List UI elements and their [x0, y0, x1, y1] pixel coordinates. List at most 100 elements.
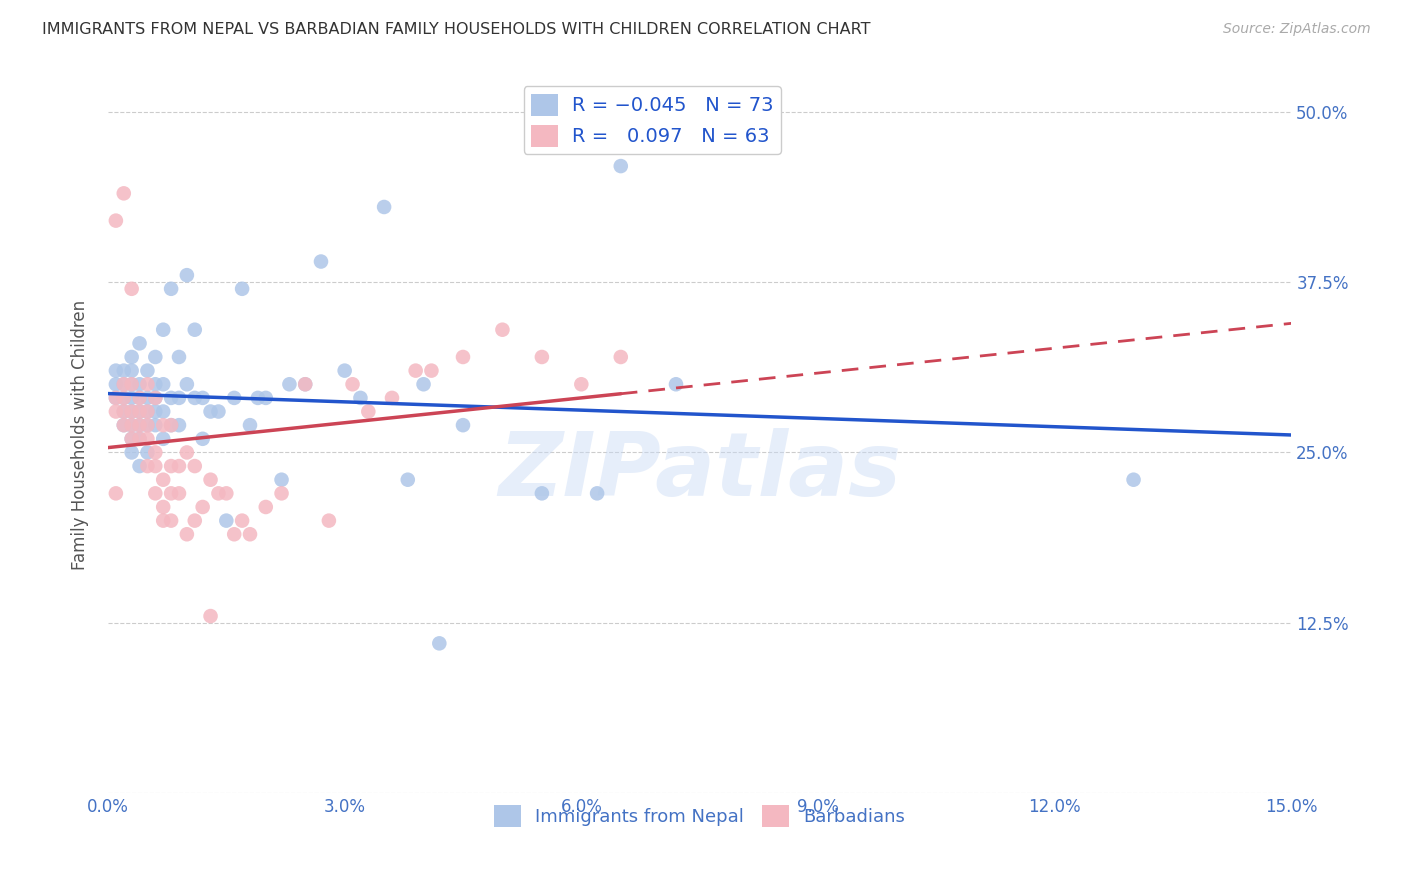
Point: [143, 445, 166, 459]
Point: [184, 514, 207, 528]
Point: [128, 391, 150, 405]
Point: [167, 418, 190, 433]
Point: [143, 418, 166, 433]
Point: [160, 418, 183, 433]
Point: [278, 377, 301, 392]
Point: [136, 418, 159, 433]
Point: [412, 377, 434, 392]
Point: [112, 404, 135, 418]
Point: [112, 377, 135, 392]
Point: [121, 350, 143, 364]
Point: [231, 514, 253, 528]
Point: [128, 459, 150, 474]
Point: [200, 473, 222, 487]
Point: [333, 363, 356, 377]
Point: [152, 404, 174, 418]
Point: [152, 418, 174, 433]
Point: [104, 391, 127, 405]
Point: [239, 527, 262, 541]
Point: [160, 459, 183, 474]
Point: [373, 200, 395, 214]
Point: [160, 391, 183, 405]
Point: [207, 404, 229, 418]
Text: Source: ZipAtlas.com: Source: ZipAtlas.com: [1223, 22, 1371, 37]
Point: [121, 282, 143, 296]
Point: [530, 350, 553, 364]
Point: [121, 377, 143, 392]
Point: [569, 377, 592, 392]
Point: [294, 377, 316, 392]
Point: [121, 418, 143, 433]
Point: [160, 418, 183, 433]
Point: [121, 404, 143, 418]
Point: [176, 527, 198, 541]
Point: [184, 459, 207, 474]
Point: [136, 404, 159, 418]
Point: [136, 418, 159, 433]
Point: [309, 254, 332, 268]
Point: [167, 486, 190, 500]
Point: [184, 323, 207, 337]
Point: [200, 404, 222, 418]
Point: [104, 404, 127, 418]
Legend: Immigrants from Nepal, Barbadians: Immigrants from Nepal, Barbadians: [486, 798, 912, 834]
Point: [254, 500, 277, 514]
Point: [121, 418, 143, 433]
Point: [610, 350, 633, 364]
Point: [112, 418, 135, 433]
Point: [491, 323, 513, 337]
Point: [121, 363, 143, 377]
Point: [381, 391, 404, 405]
Point: [167, 350, 190, 364]
Point: [143, 459, 166, 474]
Point: [104, 486, 127, 500]
Point: [254, 391, 277, 405]
Point: [160, 282, 183, 296]
Point: [207, 486, 229, 500]
Point: [112, 377, 135, 392]
Point: [112, 186, 135, 201]
Point: [349, 391, 371, 405]
Point: [176, 268, 198, 282]
Point: [318, 514, 340, 528]
Point: [128, 404, 150, 418]
Point: [121, 391, 143, 405]
Point: [112, 418, 135, 433]
Point: [451, 418, 474, 433]
Y-axis label: Family Households with Children: Family Households with Children: [72, 301, 89, 571]
Point: [112, 391, 135, 405]
Point: [160, 514, 183, 528]
Point: [121, 377, 143, 392]
Point: [128, 404, 150, 418]
Point: [128, 391, 150, 405]
Point: [143, 391, 166, 405]
Point: [136, 391, 159, 405]
Point: [136, 445, 159, 459]
Point: [176, 377, 198, 392]
Point: [136, 404, 159, 418]
Point: [396, 473, 419, 487]
Point: [270, 486, 292, 500]
Point: [121, 445, 143, 459]
Point: [104, 377, 127, 392]
Point: [530, 486, 553, 500]
Point: [152, 323, 174, 337]
Point: [160, 486, 183, 500]
Point: [239, 418, 262, 433]
Point: [184, 391, 207, 405]
Point: [143, 377, 166, 392]
Point: [294, 377, 316, 392]
Point: [121, 432, 143, 446]
Point: [121, 404, 143, 418]
Point: [136, 459, 159, 474]
Point: [128, 432, 150, 446]
Point: [112, 363, 135, 377]
Point: [451, 350, 474, 364]
Point: [1122, 473, 1144, 487]
Point: [357, 404, 380, 418]
Point: [128, 432, 150, 446]
Point: [427, 636, 450, 650]
Point: [104, 213, 127, 227]
Point: [128, 377, 150, 392]
Point: [152, 377, 174, 392]
